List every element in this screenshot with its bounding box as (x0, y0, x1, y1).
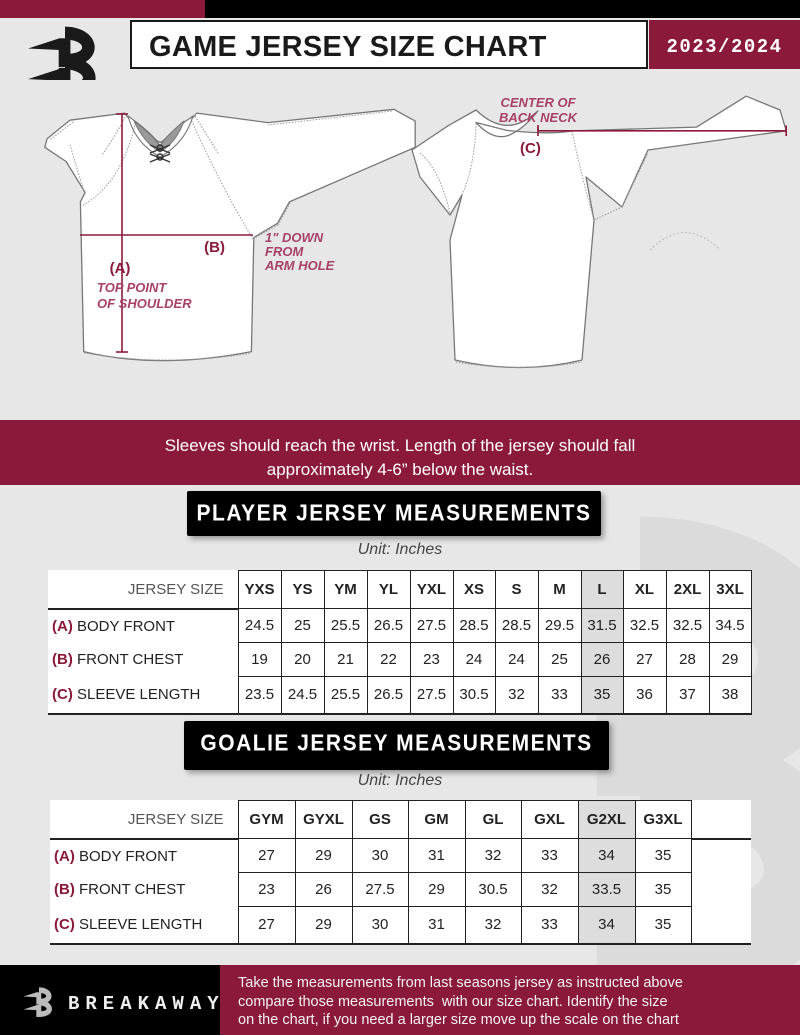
svg-text:CENTER OF: CENTER OF (500, 95, 576, 110)
svg-text:ARM HOLE: ARM HOLE (264, 258, 335, 273)
svg-text:FROM: FROM (265, 244, 304, 259)
svg-text:(A): (A) (110, 260, 131, 277)
svg-text:OF SHOULDER: OF SHOULDER (97, 296, 192, 311)
svg-text:1" DOWN: 1" DOWN (265, 230, 324, 245)
svg-text:(C): (C) (520, 140, 541, 157)
svg-text:TOP POINT: TOP POINT (97, 280, 167, 295)
svg-text:(B): (B) (204, 239, 225, 256)
svg-text:BACK NECK: BACK NECK (499, 110, 579, 125)
